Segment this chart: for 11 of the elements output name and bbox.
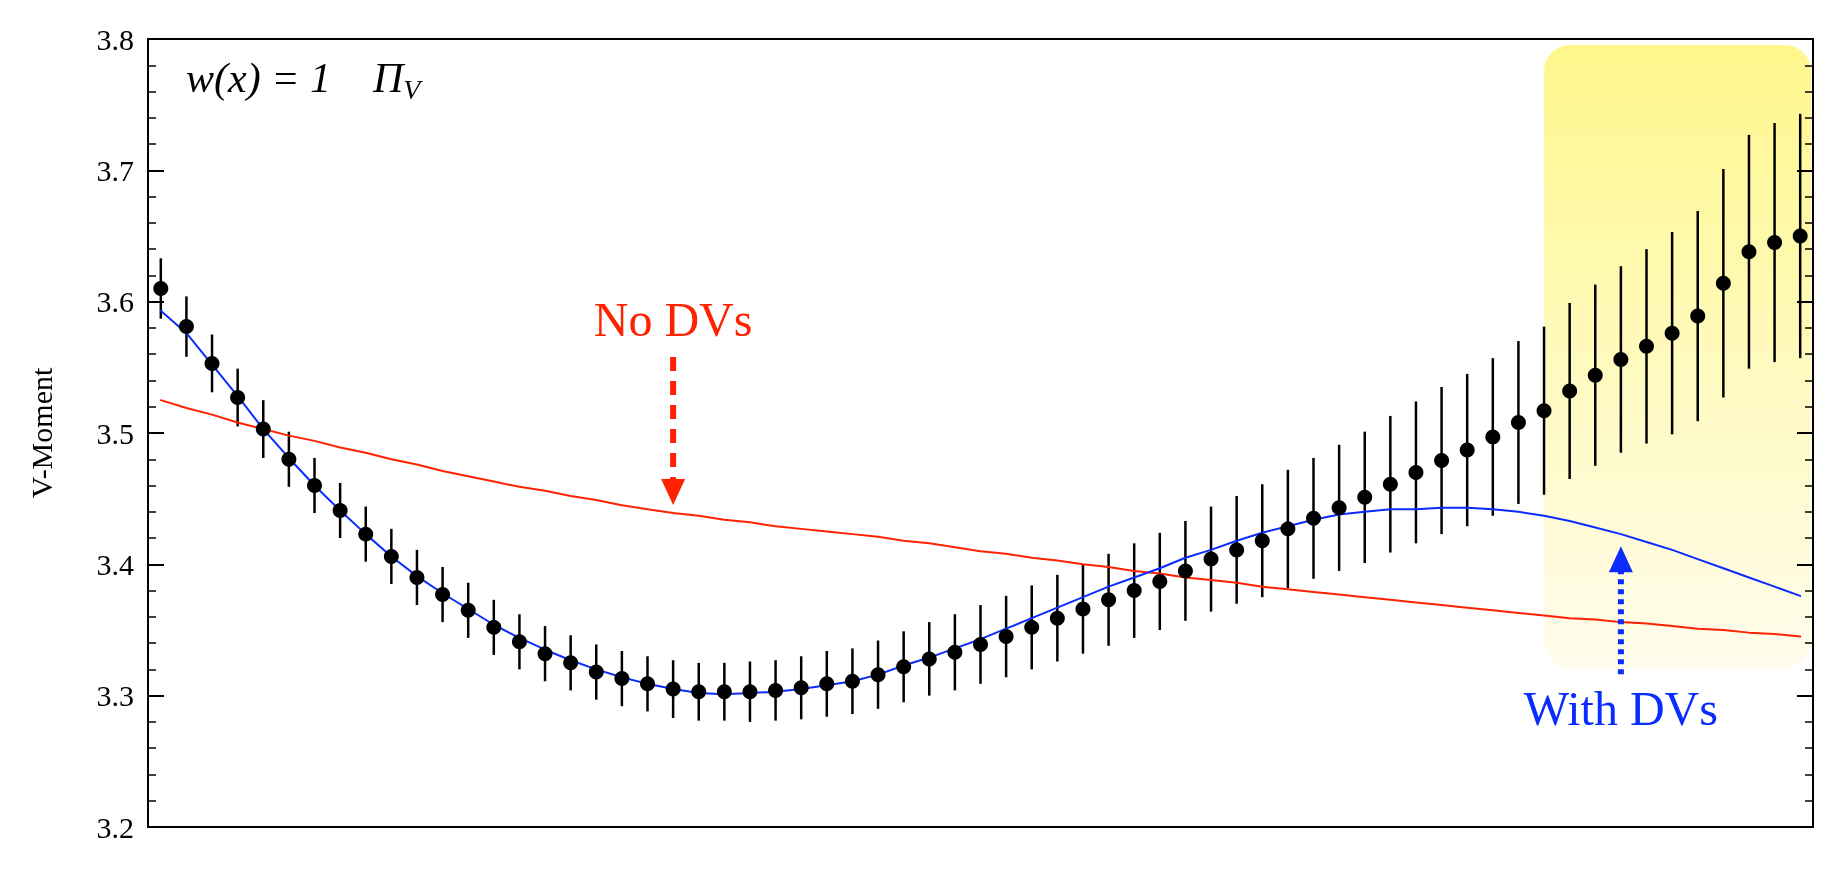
y-tick-label: 3.5 [96,416,134,450]
y-tick-label: 3.2 [96,810,134,844]
y-tick-label: 3.3 [96,679,134,713]
y-tick-label: 3.7 [96,153,134,187]
y-tick-label: 3.6 [96,285,134,319]
y-axis-title: V-Moment [24,367,58,499]
text: No DVs [593,292,753,346]
line-series [159,399,1802,638]
y-tick-label: 3.4 [96,547,134,581]
text: With DVs [1523,681,1718,735]
y-tick-label: 3.8 [96,22,134,56]
